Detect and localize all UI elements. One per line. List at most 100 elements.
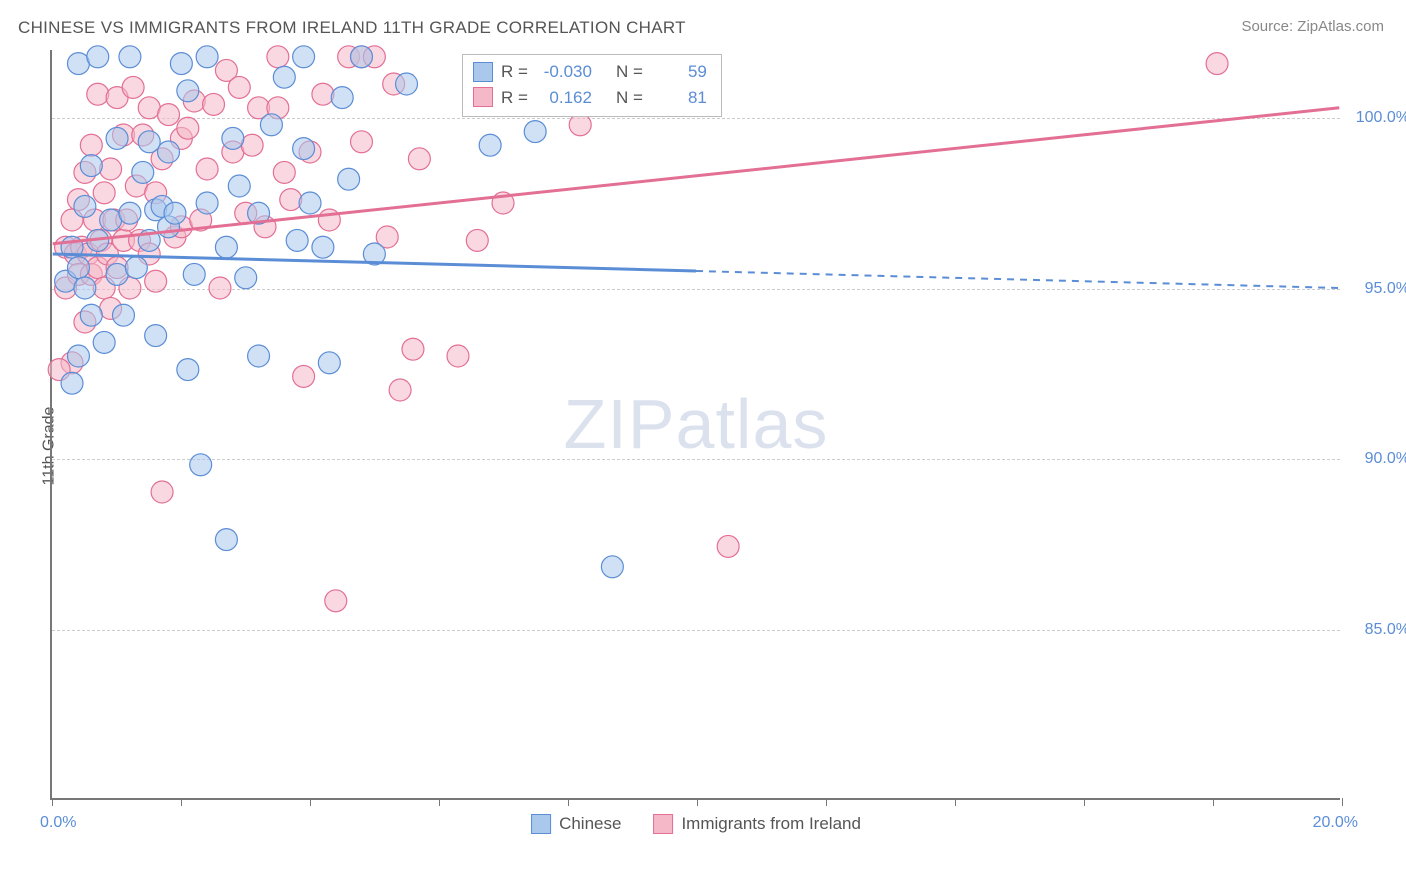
data-point <box>196 158 218 180</box>
stats-legend: R = -0.030 N = 59 R = 0.162 N = 81 <box>462 54 722 117</box>
r-label-1: R = <box>501 59 528 85</box>
trend-line <box>53 108 1340 244</box>
data-point <box>267 46 289 68</box>
r-value-1: -0.030 <box>536 59 592 85</box>
data-point <box>293 138 315 160</box>
data-point <box>138 131 160 153</box>
y-tick-label: 90.0% <box>1350 450 1406 468</box>
data-point <box>67 257 89 279</box>
y-tick-label: 95.0% <box>1350 280 1406 298</box>
data-point <box>177 359 199 381</box>
swatch-series-2 <box>473 87 493 107</box>
data-point <box>466 229 488 251</box>
data-point <box>151 481 173 503</box>
data-point <box>80 134 102 156</box>
data-point <box>299 192 321 214</box>
data-point <box>325 590 347 612</box>
legend-swatch-1 <box>531 814 551 834</box>
data-point <box>447 345 469 367</box>
y-tick-label: 100.0% <box>1350 109 1406 127</box>
data-point <box>164 202 186 224</box>
data-point <box>209 277 231 299</box>
data-point <box>145 270 167 292</box>
x-tick <box>310 798 311 806</box>
data-point <box>524 121 546 143</box>
data-point <box>215 529 237 551</box>
legend-label-2: Immigrants from Ireland <box>681 814 861 834</box>
data-point <box>100 209 122 231</box>
x-axis-max-label: 20.0% <box>1313 814 1358 832</box>
x-tick <box>1342 798 1343 806</box>
data-point <box>389 379 411 401</box>
bottom-legend: Chinese Immigrants from Ireland <box>531 814 861 834</box>
n-label-2: N = <box>616 85 643 111</box>
data-point <box>293 365 315 387</box>
data-point <box>119 202 141 224</box>
data-point <box>235 267 257 289</box>
data-point <box>183 263 205 285</box>
data-point <box>170 53 192 75</box>
data-point <box>273 161 295 183</box>
data-point <box>1206 53 1228 75</box>
data-point <box>203 93 225 115</box>
data-point <box>402 338 424 360</box>
data-point <box>351 131 373 153</box>
data-point <box>61 372 83 394</box>
r-value-2: 0.162 <box>536 85 592 111</box>
data-point <box>248 345 270 367</box>
data-point <box>196 46 218 68</box>
data-point <box>158 141 180 163</box>
legend-label-1: Chinese <box>559 814 621 834</box>
n-value-2: 81 <box>651 85 707 111</box>
legend-item-2: Immigrants from Ireland <box>653 814 861 834</box>
data-point <box>74 277 96 299</box>
data-point <box>351 46 373 68</box>
data-point <box>312 236 334 258</box>
plot-area: ZIPatlas 85.0%90.0%95.0%100.0% R = -0.03… <box>50 50 1340 800</box>
data-point <box>190 454 212 476</box>
data-point <box>80 304 102 326</box>
x-axis-min-label: 0.0% <box>40 814 76 832</box>
y-tick-label: 85.0% <box>1350 621 1406 639</box>
data-point <box>241 134 263 156</box>
data-point <box>100 158 122 180</box>
data-point <box>80 155 102 177</box>
data-point <box>67 345 89 367</box>
data-point <box>228 175 250 197</box>
data-point <box>408 148 430 170</box>
data-point <box>222 127 244 149</box>
data-point <box>196 192 218 214</box>
data-point <box>132 161 154 183</box>
data-point <box>312 83 334 105</box>
data-point <box>87 46 109 68</box>
data-point <box>138 97 160 119</box>
data-point <box>158 104 180 126</box>
x-tick <box>439 798 440 806</box>
x-tick <box>568 798 569 806</box>
data-point <box>569 114 591 136</box>
stats-row-2: R = 0.162 N = 81 <box>473 85 707 111</box>
x-tick <box>697 798 698 806</box>
data-point <box>125 257 147 279</box>
source-label: Source: ZipAtlas.com <box>1241 18 1384 35</box>
data-point <box>331 87 353 109</box>
data-point <box>106 263 128 285</box>
data-point <box>93 331 115 353</box>
x-tick <box>52 798 53 806</box>
x-tick <box>1213 798 1214 806</box>
data-point <box>145 325 167 347</box>
x-tick <box>826 798 827 806</box>
data-point <box>106 127 128 149</box>
legend-item-1: Chinese <box>531 814 621 834</box>
r-label-2: R = <box>501 85 528 111</box>
data-point <box>177 80 199 102</box>
data-point <box>479 134 501 156</box>
data-point <box>396 73 418 95</box>
data-point <box>122 76 144 98</box>
x-tick <box>955 798 956 806</box>
stats-row-1: R = -0.030 N = 59 <box>473 59 707 85</box>
n-value-1: 59 <box>651 59 707 85</box>
data-point <box>293 46 315 68</box>
data-point <box>338 168 360 190</box>
x-tick <box>181 798 182 806</box>
